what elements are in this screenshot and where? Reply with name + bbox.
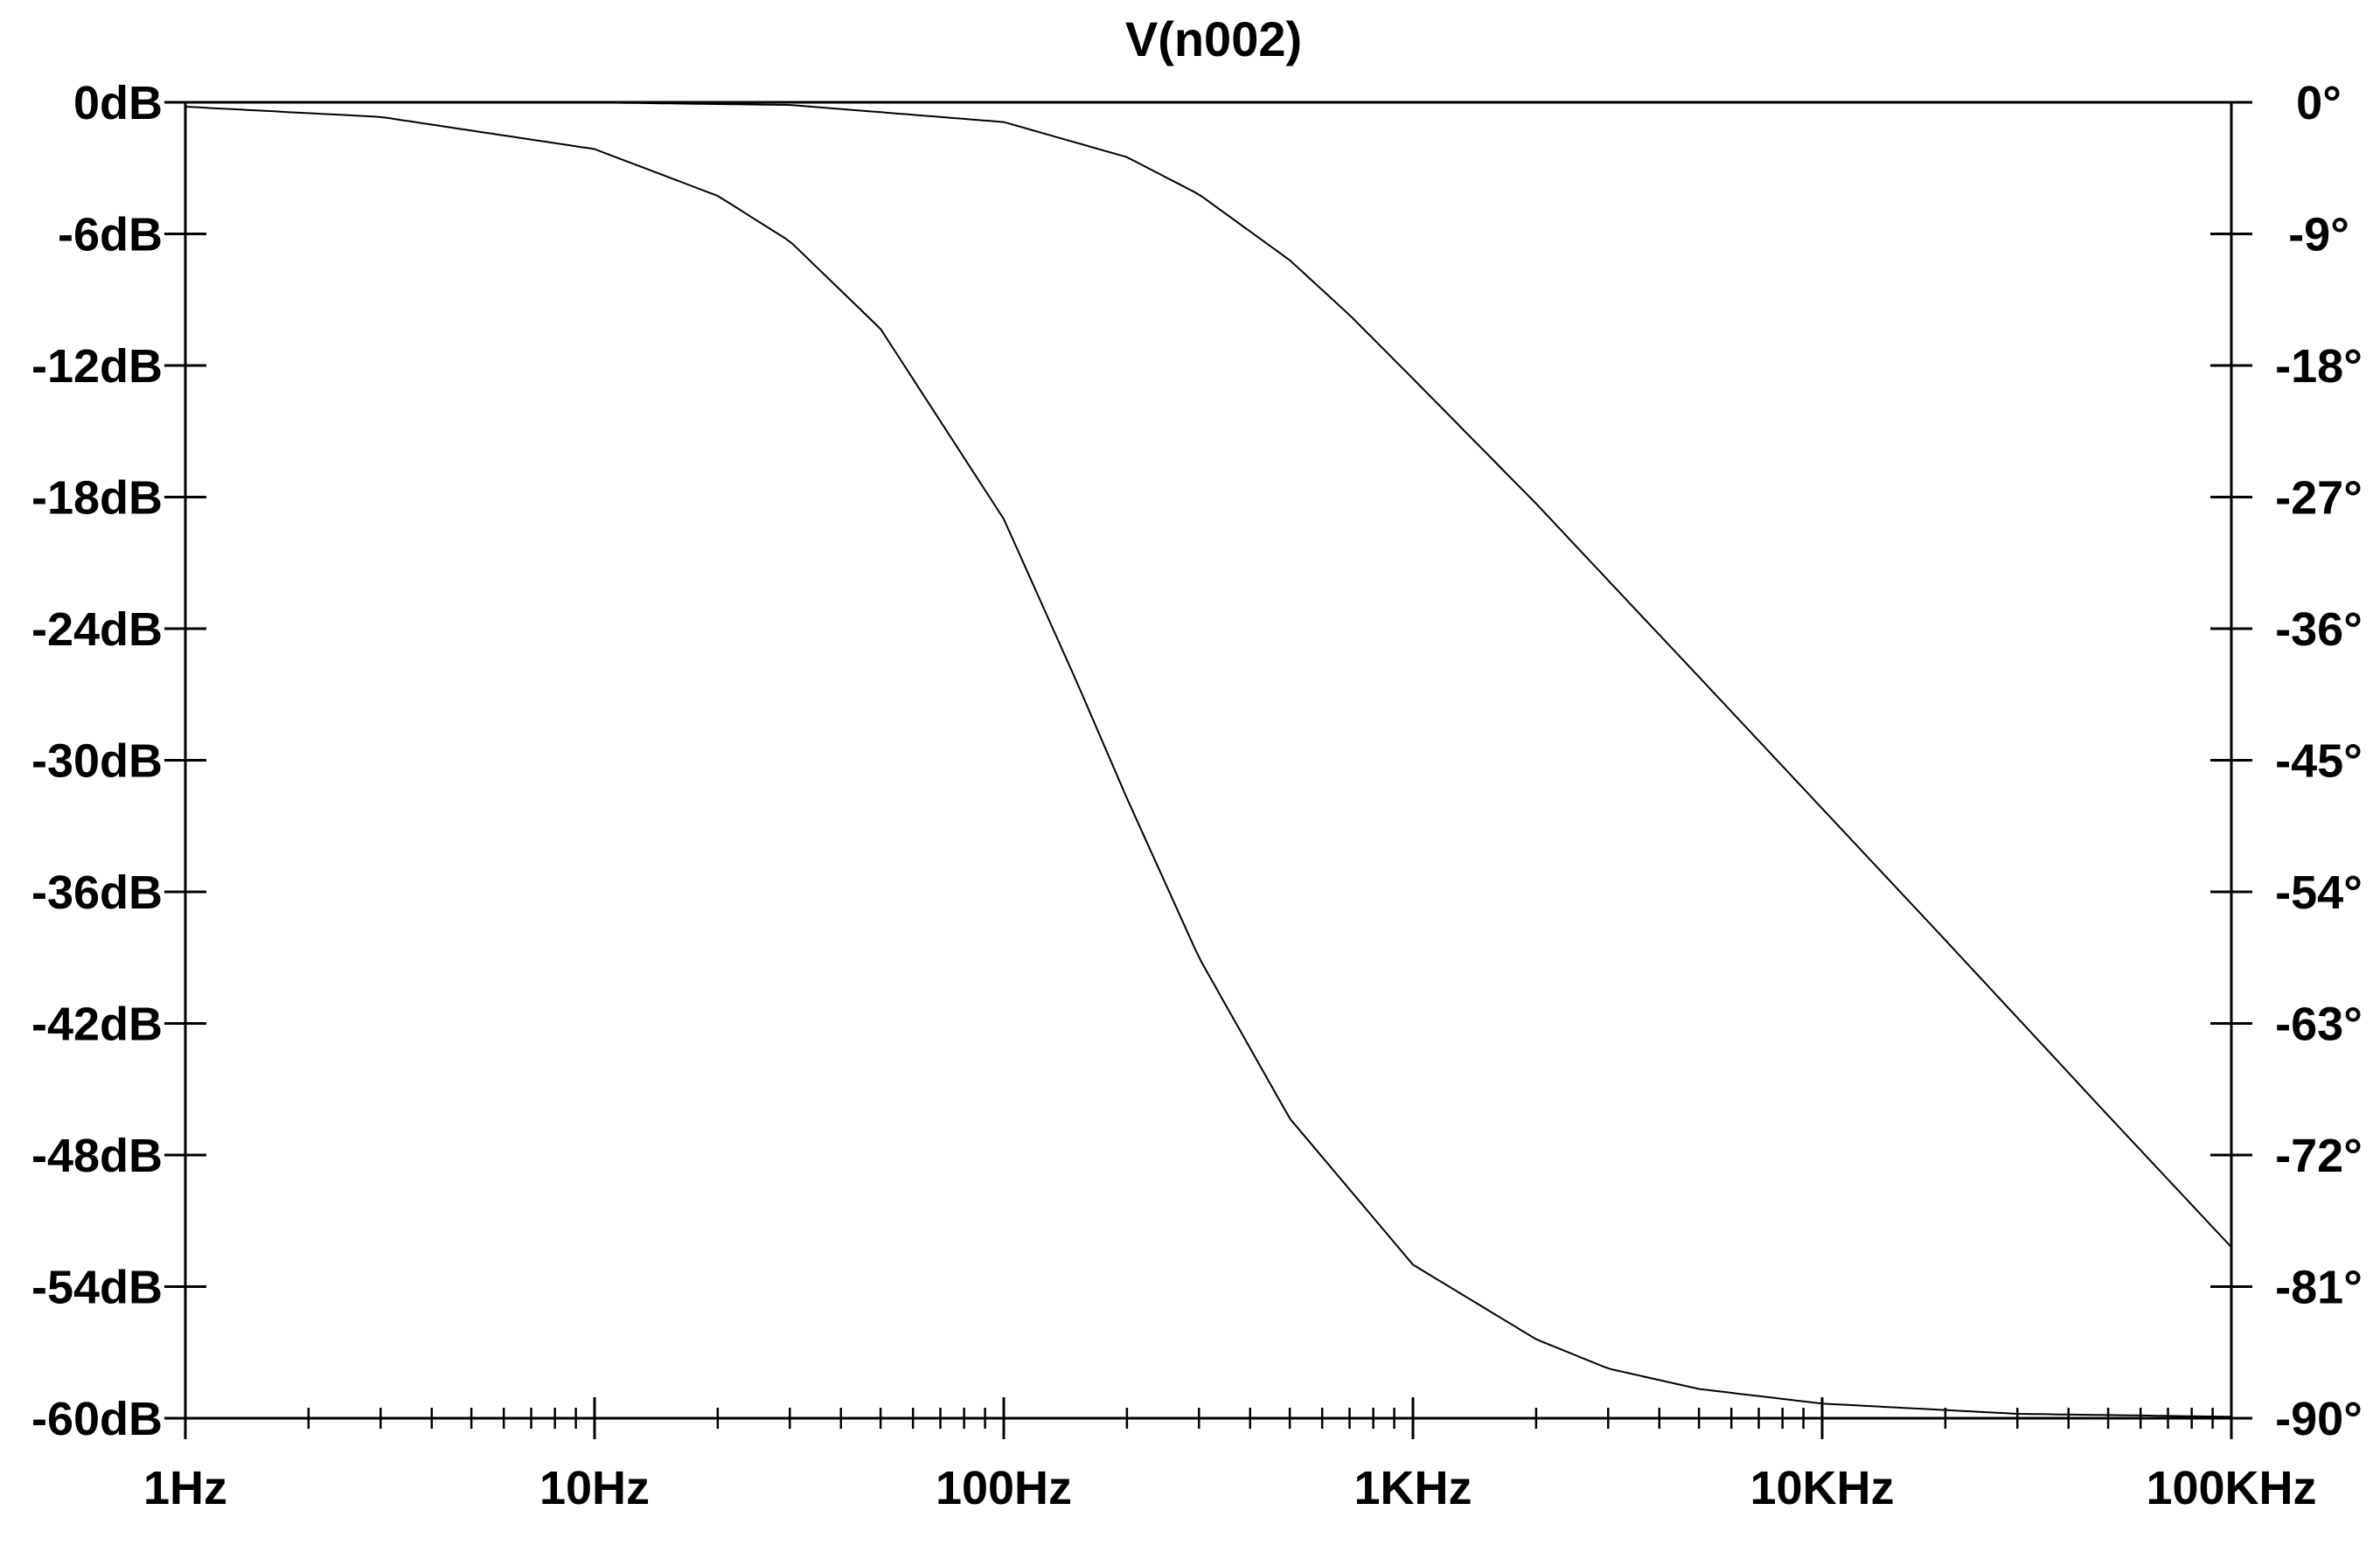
right-y-tick-label: -18° — [2275, 340, 2363, 393]
left-y-tick-label: -12dB — [31, 340, 163, 393]
series-layer — [184, 101, 2232, 1418]
phase-trace — [184, 106, 2232, 1418]
right-y-tick-label: -27° — [2275, 472, 2363, 525]
x-tick-label: 1KHz — [1354, 1462, 1472, 1514]
x-axis: 1Hz 10Hz 100Hz 1KHz 10KHz 100KHz — [143, 1397, 2317, 1514]
plot-frame — [184, 101, 2233, 1420]
x-tick-label: 100Hz — [936, 1462, 1072, 1514]
left-y-tick-label: 0dB — [73, 77, 163, 129]
x-tick-label: 1Hz — [143, 1462, 227, 1514]
right-y-tick-label: -90° — [2275, 1393, 2363, 1445]
x-tick-label: 100KHz — [2146, 1462, 2316, 1514]
left-y-tick-label: -30dB — [31, 735, 163, 788]
x-tick-label: 10Hz — [539, 1462, 650, 1514]
right-y-tick-label: -72° — [2275, 1130, 2363, 1182]
right-y-tick-label: -63° — [2275, 999, 2363, 1051]
right-y-tick-label: -9° — [2288, 209, 2349, 261]
left-y-tick-label: -18dB — [31, 472, 163, 525]
right-y-tick-label: -81° — [2275, 1262, 2363, 1314]
right-axis: 0° -9° -18° -27° -36° -45° -54° -63° -72° -81° -90… — [2210, 77, 2363, 1445]
left-axis: 0dB -6dB -12dB -18dB -24dB -30dB -36dB -42dB -48… — [31, 77, 206, 1445]
left-y-tick-label: -54dB — [31, 1262, 163, 1314]
left-y-tick-label: -60dB — [31, 1393, 163, 1445]
left-y-tick-label: -36dB — [31, 866, 163, 919]
x-tick-label: 10KHz — [1750, 1462, 1894, 1514]
left-y-tick-label: -42dB — [31, 999, 163, 1051]
right-y-tick-label: 0° — [2296, 77, 2342, 129]
right-y-tick-label: -45° — [2275, 735, 2363, 788]
chart-title: V(n002) — [1125, 11, 1302, 66]
right-y-tick-label: -54° — [2275, 866, 2363, 919]
left-y-tick-label: -6dB — [58, 209, 163, 261]
right-y-tick-label: -36° — [2275, 603, 2363, 656]
left-y-tick-label: -24dB — [31, 603, 163, 656]
magnitude-trace — [185, 101, 2232, 1248]
left-y-tick-label: -48dB — [31, 1130, 163, 1182]
